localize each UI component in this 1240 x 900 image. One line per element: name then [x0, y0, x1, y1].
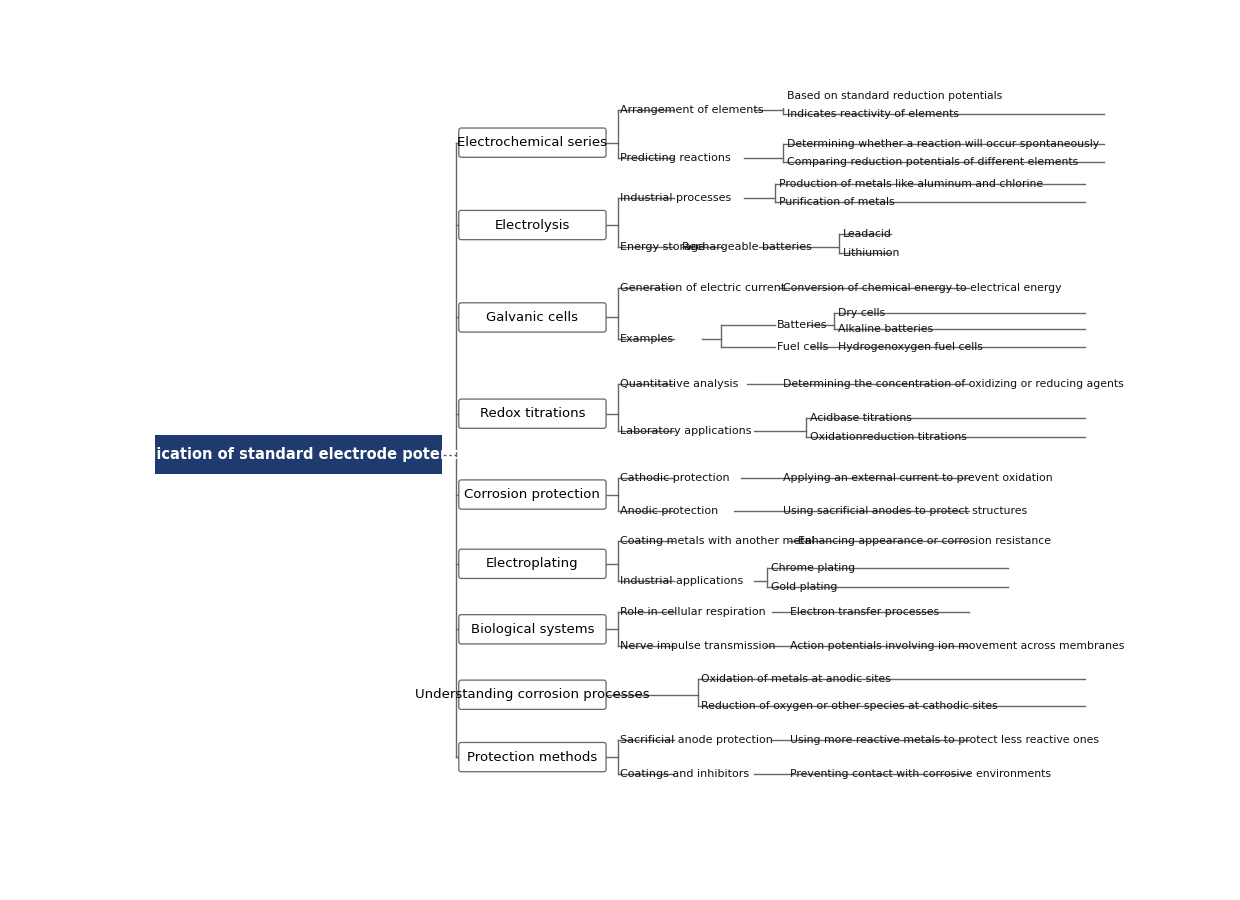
- Text: Predicting reactions: Predicting reactions: [620, 153, 730, 163]
- Text: Comparing reduction potentials of different elements: Comparing reduction potentials of differ…: [786, 157, 1078, 166]
- Text: Gold plating: Gold plating: [771, 582, 837, 592]
- Text: Laboratory applications: Laboratory applications: [620, 426, 751, 436]
- FancyBboxPatch shape: [459, 549, 606, 579]
- Text: Rechargeable batteries: Rechargeable batteries: [682, 241, 812, 252]
- Text: Reduction of oxygen or other species at cathodic sites: Reduction of oxygen or other species at …: [702, 701, 998, 711]
- Text: Action potentials involving ion movement across membranes: Action potentials involving ion movement…: [791, 641, 1125, 652]
- Text: Acidbase titrations: Acidbase titrations: [810, 413, 911, 423]
- Text: Coatings and inhibitors: Coatings and inhibitors: [620, 769, 749, 779]
- Text: Determining the concentration of oxidizing or reducing agents: Determining the concentration of oxidizi…: [782, 380, 1123, 390]
- Text: Examples: Examples: [620, 334, 675, 344]
- Text: Using sacrificial anodes to protect structures: Using sacrificial anodes to protect stru…: [782, 507, 1027, 517]
- Text: Application of standard electrode potential: Application of standard electrode potent…: [119, 447, 477, 462]
- Text: Redox titrations: Redox titrations: [480, 407, 585, 420]
- FancyBboxPatch shape: [459, 480, 606, 509]
- Text: Coating metals with another metal: Coating metals with another metal: [620, 536, 815, 545]
- FancyBboxPatch shape: [459, 302, 606, 332]
- Text: Applying an external current to prevent oxidation: Applying an external current to prevent …: [782, 472, 1053, 482]
- Text: Indicates reactivity of elements: Indicates reactivity of elements: [786, 109, 959, 119]
- Text: Generation of electric current: Generation of electric current: [620, 284, 785, 293]
- Text: Oxidationreduction titrations: Oxidationreduction titrations: [810, 432, 967, 442]
- Text: Determining whether a reaction will occur spontaneously: Determining whether a reaction will occu…: [786, 140, 1099, 149]
- FancyBboxPatch shape: [459, 211, 606, 239]
- Text: Quantitative analysis: Quantitative analysis: [620, 380, 738, 390]
- Text: Electroplating: Electroplating: [486, 557, 579, 571]
- Text: Alkaline batteries: Alkaline batteries: [838, 324, 932, 334]
- Text: Batteries: Batteries: [776, 320, 827, 330]
- Text: Nerve impulse transmission: Nerve impulse transmission: [620, 641, 775, 652]
- Text: Protection methods: Protection methods: [467, 751, 598, 763]
- Text: Industrial applications: Industrial applications: [620, 576, 743, 586]
- Text: Anodic protection: Anodic protection: [620, 507, 718, 517]
- Text: Corrosion protection: Corrosion protection: [465, 488, 600, 501]
- Text: Oxidation of metals at anodic sites: Oxidation of metals at anodic sites: [702, 674, 892, 684]
- Text: Preventing contact with corrosive environments: Preventing contact with corrosive enviro…: [791, 769, 1052, 779]
- Text: Electrochemical series: Electrochemical series: [458, 136, 608, 149]
- Text: Cathodic protection: Cathodic protection: [620, 472, 729, 482]
- Text: Purification of metals: Purification of metals: [779, 197, 894, 207]
- Text: Lithiumion: Lithiumion: [842, 248, 900, 257]
- Text: Enhancing appearance or corrosion resistance: Enhancing appearance or corrosion resist…: [799, 536, 1052, 545]
- Text: Electron transfer processes: Electron transfer processes: [791, 608, 940, 617]
- FancyBboxPatch shape: [459, 615, 606, 644]
- Text: Conversion of chemical energy to electrical energy: Conversion of chemical energy to electri…: [782, 284, 1061, 293]
- Text: Biological systems: Biological systems: [471, 623, 594, 635]
- Text: Galvanic cells: Galvanic cells: [486, 310, 578, 324]
- Text: Fuel cells: Fuel cells: [776, 342, 828, 352]
- Text: Using more reactive metals to protect less reactive ones: Using more reactive metals to protect le…: [791, 735, 1100, 745]
- Text: Hydrogenoxygen fuel cells: Hydrogenoxygen fuel cells: [838, 342, 982, 352]
- Text: Sacrificial anode protection: Sacrificial anode protection: [620, 735, 773, 745]
- FancyBboxPatch shape: [459, 128, 606, 158]
- Text: Understanding corrosion processes: Understanding corrosion processes: [415, 688, 650, 701]
- Text: Dry cells: Dry cells: [838, 308, 885, 318]
- Text: Industrial processes: Industrial processes: [620, 194, 732, 203]
- Text: Chrome plating: Chrome plating: [771, 563, 856, 573]
- Text: Leadacid: Leadacid: [842, 230, 892, 239]
- Text: Role in cellular respiration: Role in cellular respiration: [620, 608, 766, 617]
- Text: Electrolysis: Electrolysis: [495, 219, 570, 231]
- FancyBboxPatch shape: [459, 680, 606, 709]
- Text: Based on standard reduction potentials: Based on standard reduction potentials: [786, 92, 1002, 102]
- FancyBboxPatch shape: [459, 399, 606, 428]
- Text: Energy storage: Energy storage: [620, 241, 706, 252]
- FancyBboxPatch shape: [459, 742, 606, 771]
- Bar: [155, 436, 441, 473]
- Text: Arrangement of elements: Arrangement of elements: [620, 105, 764, 115]
- Text: Production of metals like aluminum and chlorine: Production of metals like aluminum and c…: [779, 179, 1043, 189]
